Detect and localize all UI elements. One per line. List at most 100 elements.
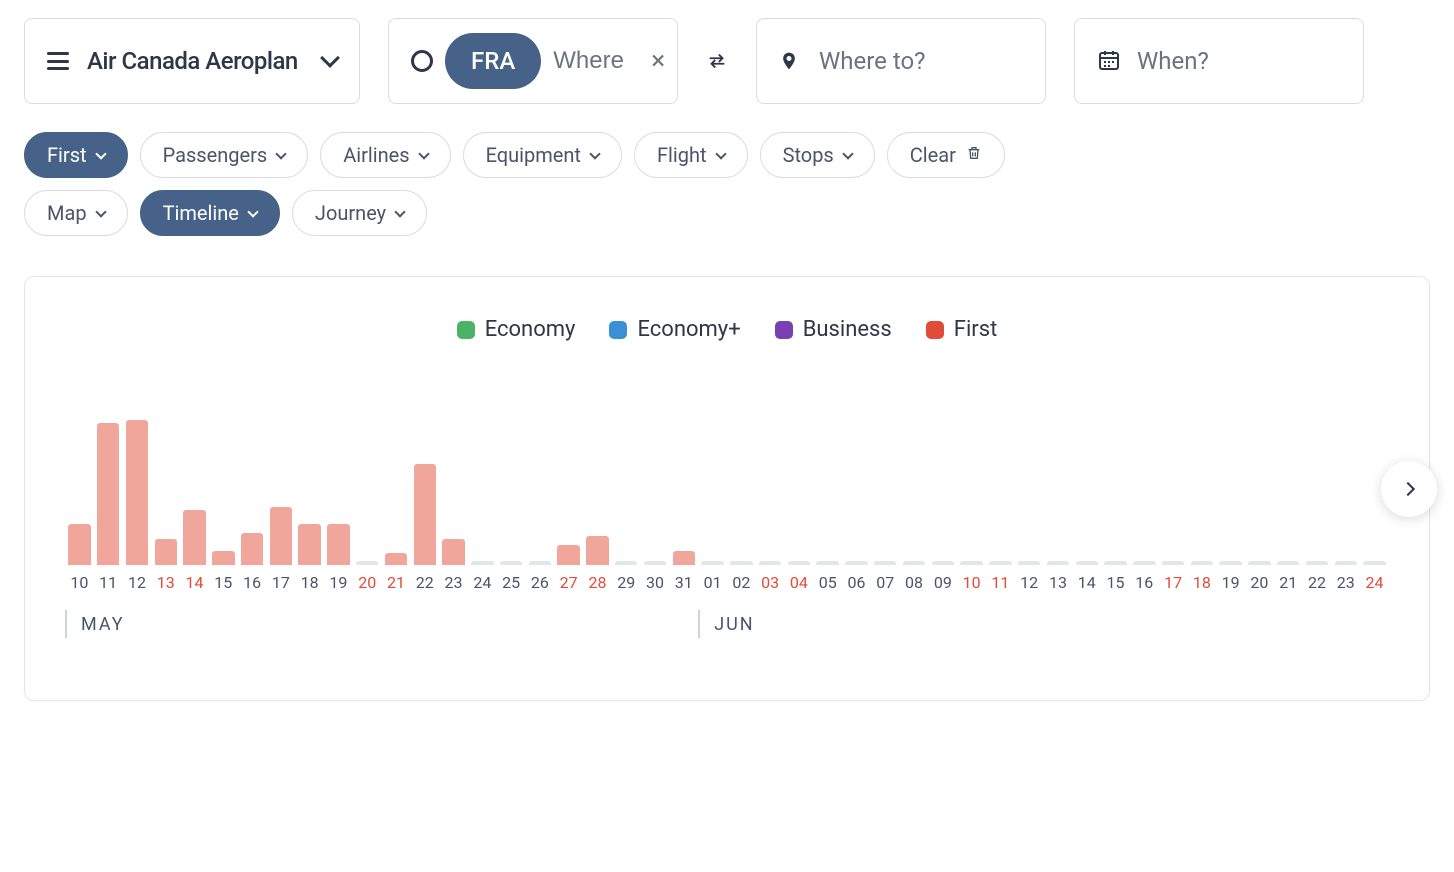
bar (212, 551, 234, 566)
day-column[interactable]: 01 (698, 392, 727, 592)
day-column[interactable]: 20 (353, 392, 382, 592)
day-column[interactable]: 26 (526, 392, 555, 592)
origin-input[interactable] (553, 47, 643, 75)
day-label: 24 (473, 573, 491, 592)
day-column[interactable]: 14 (1072, 392, 1101, 592)
day-column[interactable]: 02 (727, 392, 756, 592)
day-column[interactable]: 03 (756, 392, 785, 592)
day-column[interactable]: 31 (669, 392, 698, 592)
day-column[interactable]: 16 (1130, 392, 1159, 592)
day-label: 06 (847, 573, 865, 592)
day-column[interactable]: 24 (468, 392, 497, 592)
legend-item-economy[interactable]: Economy (457, 317, 576, 342)
swap-icon[interactable] (706, 50, 728, 72)
view-journey[interactable]: Journey (292, 190, 427, 236)
bar (241, 533, 263, 565)
day-column[interactable]: 09 (928, 392, 957, 592)
day-column[interactable]: 25 (497, 392, 526, 592)
destination-box[interactable]: Where to? (756, 18, 1046, 104)
day-label: 14 (186, 573, 204, 592)
view-map[interactable]: Map (24, 190, 128, 236)
day-column[interactable]: 06 (842, 392, 871, 592)
day-column[interactable]: 22 (1303, 392, 1332, 592)
filter-flight[interactable]: Flight (634, 132, 748, 178)
day-column[interactable]: 08 (900, 392, 929, 592)
day-label: 11 (991, 573, 1009, 592)
day-column[interactable]: 18 (1187, 392, 1216, 592)
date-box[interactable]: When? (1074, 18, 1364, 104)
day-column[interactable]: 19 (1216, 392, 1245, 592)
day-column[interactable]: 19 (324, 392, 353, 592)
chevron-down-icon (715, 148, 726, 159)
day-column[interactable]: 04 (785, 392, 814, 592)
day-label: 01 (704, 573, 722, 592)
clear-origin-icon[interactable]: × (651, 48, 665, 74)
day-column[interactable]: 15 (209, 392, 238, 592)
filter-first[interactable]: First (24, 132, 128, 178)
day-label: 22 (1308, 573, 1326, 592)
view-timeline[interactable]: Timeline (140, 190, 280, 236)
day-label: 23 (1337, 573, 1355, 592)
day-column[interactable]: 23 (439, 392, 468, 592)
day-column[interactable]: 29 (612, 392, 641, 592)
day-column[interactable]: 12 (1015, 392, 1044, 592)
filter-airlines[interactable]: Airlines (320, 132, 450, 178)
legend-item-business[interactable]: Business (775, 317, 892, 342)
day-column[interactable]: 10 (957, 392, 986, 592)
month-label: MAY (81, 614, 125, 635)
day-column[interactable]: 21 (1274, 392, 1303, 592)
destination-placeholder: Where to? (819, 47, 925, 75)
filter-stops[interactable]: Stops (760, 132, 875, 178)
day-column[interactable]: 28 (583, 392, 612, 592)
bar (126, 420, 148, 565)
filter-passengers[interactable]: Passengers (140, 132, 309, 178)
day-column[interactable]: 11 (986, 392, 1015, 592)
day-column[interactable]: 17 (1159, 392, 1188, 592)
bar (615, 561, 637, 565)
day-column[interactable]: 12 (123, 392, 152, 592)
day-column[interactable]: 07 (871, 392, 900, 592)
day-column[interactable]: 14 (180, 392, 209, 592)
filter-label: Flight (657, 143, 707, 167)
day-column[interactable]: 05 (813, 392, 842, 592)
chevron-down-icon (95, 206, 106, 217)
day-label: 31 (675, 573, 693, 592)
trip-type-icon (411, 50, 433, 72)
day-column[interactable]: 16 (238, 392, 267, 592)
bar (327, 524, 349, 565)
legend-swatch (457, 321, 475, 339)
day-column[interactable]: 10 (65, 392, 94, 592)
legend-item-first[interactable]: First (926, 317, 998, 342)
legend-swatch (926, 321, 944, 339)
filter-equipment[interactable]: Equipment (463, 132, 622, 178)
day-column[interactable]: 20 (1245, 392, 1274, 592)
legend-item-economyplus[interactable]: Economy+ (609, 317, 740, 342)
day-column[interactable]: 27 (554, 392, 583, 592)
bar (529, 561, 551, 565)
program-select[interactable]: Air Canada Aeroplan (24, 18, 360, 104)
bar (385, 553, 407, 565)
origin-chip[interactable]: FRA (445, 33, 541, 89)
chevron-down-icon (842, 148, 853, 159)
day-column[interactable]: 18 (295, 392, 324, 592)
bar (1162, 561, 1184, 565)
day-column[interactable]: 23 (1331, 392, 1360, 592)
day-label: 17 (272, 573, 290, 592)
bar (730, 561, 752, 565)
calendar-icon (1097, 48, 1119, 74)
day-label: 14 (1078, 573, 1096, 592)
day-column[interactable]: 15 (1101, 392, 1130, 592)
origin-box[interactable]: FRA × (388, 18, 678, 104)
day-column[interactable]: 22 (410, 392, 439, 592)
day-column[interactable]: 30 (641, 392, 670, 592)
day-column[interactable]: 17 (266, 392, 295, 592)
day-label: 11 (99, 573, 117, 592)
day-label: 04 (790, 573, 808, 592)
chevron-down-icon (247, 206, 258, 217)
clear-button[interactable]: Clear (887, 132, 1005, 178)
next-period-button[interactable] (1381, 461, 1437, 517)
day-column[interactable]: 11 (94, 392, 123, 592)
day-column[interactable]: 21 (382, 392, 411, 592)
day-column[interactable]: 13 (1044, 392, 1073, 592)
day-column[interactable]: 13 (151, 392, 180, 592)
